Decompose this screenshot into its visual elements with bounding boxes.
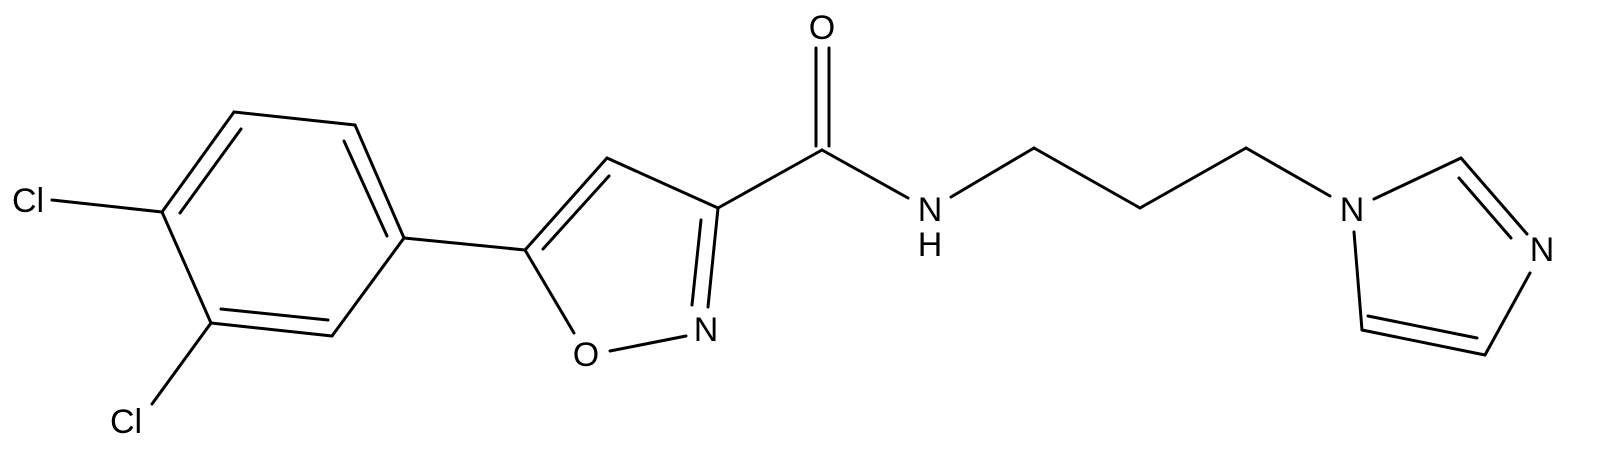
bond [178, 127, 243, 215]
bond [949, 146, 1036, 199]
bond [150, 321, 213, 406]
bond [706, 206, 720, 309]
atom-label: O [573, 336, 599, 374]
bond [50, 198, 164, 214]
bond [820, 148, 910, 200]
atom-label: Cl [12, 182, 44, 220]
bond [1483, 271, 1532, 357]
atom-label: N [694, 311, 719, 349]
atom-label: O [809, 9, 835, 47]
bond [1360, 328, 1487, 357]
bond [160, 110, 236, 214]
atom-label: N [1530, 231, 1555, 269]
bond [160, 210, 213, 325]
bond [402, 236, 527, 252]
bond [716, 148, 824, 210]
bond [523, 156, 609, 252]
bond [605, 156, 720, 210]
bond [330, 236, 406, 338]
bond [690, 218, 703, 307]
bonds [50, 46, 1532, 406]
atom-label: N [918, 191, 943, 229]
bond [1244, 146, 1332, 198]
atom-label: H [918, 226, 943, 264]
bond [523, 248, 576, 335]
bond [1457, 176, 1513, 240]
atom-label: Cl [110, 403, 142, 441]
bond [1352, 230, 1364, 332]
bond [1372, 156, 1463, 201]
bond [209, 321, 334, 338]
bond [1032, 146, 1142, 210]
bond [541, 174, 611, 251]
bond [608, 334, 688, 353]
bond [232, 110, 357, 127]
atom-labels: Cl Cl O N O N H N N [12, 9, 1554, 441]
bond [1138, 146, 1248, 210]
atom-label: N [1340, 191, 1365, 229]
bond [1459, 156, 1529, 236]
bond [353, 123, 406, 240]
bond [219, 307, 330, 322]
bond [1366, 314, 1479, 340]
bond [342, 139, 389, 238]
